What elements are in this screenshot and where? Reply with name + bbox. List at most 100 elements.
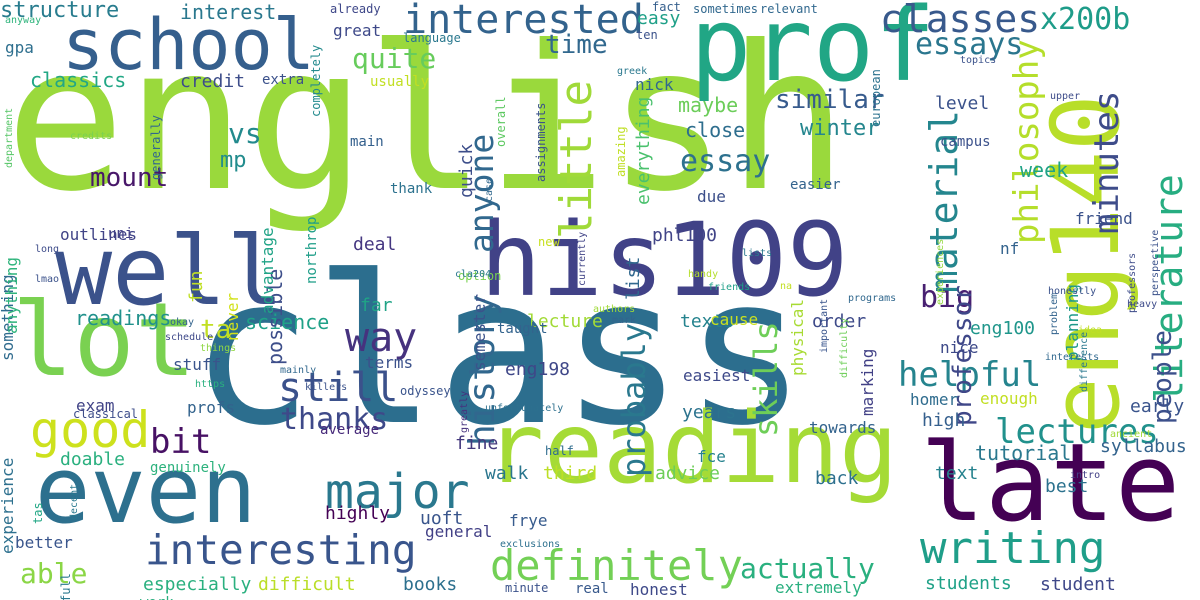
word-his109: his109 <box>480 201 849 320</box>
word-reading: reading <box>485 392 899 506</box>
word-nf: nf <box>1000 239 1020 258</box>
word-tutorial: tutorial <box>975 441 1072 465</box>
word-helpful: helpful <box>898 355 1042 395</box>
word-little: little <box>551 80 602 239</box>
word-exclusions: exclusions <box>500 539 561 550</box>
word-close: close <box>685 118 746 142</box>
word-good: good <box>30 401 151 459</box>
word-difficult: difficult <box>258 574 356 595</box>
word-highly: highly <box>325 503 391 524</box>
word-doable: doable <box>60 449 126 470</box>
word-far: far <box>360 295 393 316</box>
word-better: better <box>15 533 73 552</box>
word-topics: topics <box>960 55 997 66</box>
word-already: already <box>330 2 381 16</box>
word-big: big <box>920 280 975 315</box>
word-x200b: x200b <box>1040 2 1131 37</box>
word-advice: advice <box>655 463 721 484</box>
word-list: list <box>623 256 644 300</box>
word-option: option <box>458 269 502 283</box>
word-tas: tas <box>31 502 45 524</box>
word-mp: mp <box>220 148 247 173</box>
word-order: order <box>812 311 867 332</box>
word-stuff: stuff <box>173 355 222 374</box>
word-honest: honest <box>630 580 688 599</box>
word-case: case <box>484 177 495 202</box>
word-friend: friend <box>1075 209 1133 228</box>
word-actually: actually <box>740 552 875 585</box>
word-major: major <box>325 464 470 520</box>
word-nick: nick <box>635 75 674 94</box>
word-classes: classes <box>880 0 1041 41</box>
word-experiences: experiences <box>935 238 946 305</box>
word-na: na <box>780 281 793 292</box>
word-quick: quick <box>456 143 477 198</box>
word-vs: vs <box>228 117 262 150</box>
word-time: time <box>545 30 608 60</box>
word-uoft: uoft <box>420 508 464 529</box>
word-late: late <box>920 421 1181 546</box>
word-experience: experience <box>0 457 17 554</box>
word-bit: bit <box>150 422 212 462</box>
word-frye: frye <box>509 511 548 530</box>
word-minute: minute <box>505 581 549 595</box>
word-mark: mark <box>612 315 637 326</box>
word-outlines: outlines <box>60 225 138 244</box>
word-interesting: interesting <box>145 526 417 574</box>
word-fine: fine <box>455 433 499 454</box>
word-mainly: mainly <box>280 365 317 376</box>
word-honestly: honestly <box>1048 286 1097 297</box>
word-friends: friends <box>708 282 751 293</box>
word-okay: okay <box>170 317 195 328</box>
word-heavy: heavy <box>1127 299 1158 310</box>
word-semester: semester <box>470 293 489 371</box>
word-third: third <box>543 463 598 484</box>
word-class: class <box>190 233 808 471</box>
word-european: european <box>869 69 883 127</box>
word-extremely: extremely <box>775 578 862 597</box>
word-well: well <box>55 217 284 327</box>
word-terms: terms <box>365 353 414 372</box>
word-generally: generally <box>149 114 163 180</box>
word-quite: quite <box>352 42 437 75</box>
word-prof: prof <box>690 0 936 105</box>
word-easier: easier <box>790 177 841 193</box>
word-full: full <box>59 573 73 600</box>
word-authors: authors <box>593 304 636 315</box>
word-assignments: assignments <box>534 102 548 182</box>
word-difficulty: difficulty <box>839 317 850 378</box>
word-genuinely: genuinely <box>150 460 226 476</box>
word-schedule: schedule <box>165 332 214 343</box>
word-general: general <box>425 522 493 541</box>
word-https: https <box>195 379 226 390</box>
word-winter: winter <box>800 116 880 141</box>
word-philosophy: philosophy <box>1007 39 1047 244</box>
word-exam: exam <box>76 396 115 415</box>
word-marking: marking <box>858 348 877 416</box>
word-long: long <box>35 244 60 255</box>
word-lmao: lmao <box>35 274 60 285</box>
word-writing: writing <box>920 523 1106 574</box>
word-walk: walk <box>485 463 529 484</box>
word-gpa: gpa <box>5 38 34 57</box>
word-amazing: amazing <box>614 126 628 177</box>
word-week: week <box>1020 158 1069 182</box>
word-due: due <box>697 187 726 206</box>
word-text: text <box>935 463 979 484</box>
word-thanks: thanks <box>280 402 389 437</box>
word-interest: interest <box>180 0 277 24</box>
word-decent: decent <box>69 483 80 520</box>
word-upper: upper <box>1050 91 1081 102</box>
word-ancient: ancient <box>1110 429 1153 440</box>
word-relevant: relevant <box>760 2 818 16</box>
word-completely: completely <box>309 44 323 117</box>
word-ten: ten <box>636 28 658 42</box>
word-maybe: maybe <box>678 93 739 117</box>
word-skills: skills <box>747 321 785 437</box>
word-way: way <box>345 315 418 361</box>
word-physical: physical <box>788 298 807 376</box>
word-professors: professors <box>1127 252 1138 313</box>
word-cla204: cla204 <box>455 269 492 280</box>
word-extra: extra <box>262 72 305 88</box>
word-profs: profs <box>187 398 236 417</box>
